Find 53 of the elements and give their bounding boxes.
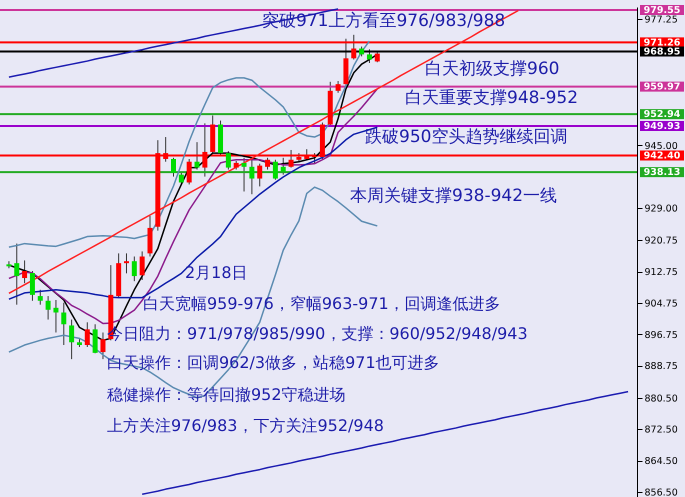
y-tick-label: 864.50 bbox=[644, 456, 678, 468]
candlestick bbox=[186, 158, 192, 185]
candlestick bbox=[336, 80, 341, 94]
ref-line-label: 968.95 bbox=[644, 46, 680, 58]
y-tick-label: 896.75 bbox=[644, 330, 678, 341]
y-tick-label: 945.00 bbox=[644, 140, 678, 152]
candlestick bbox=[366, 48, 372, 64]
candlestick bbox=[226, 150, 231, 170]
candlestick bbox=[242, 157, 247, 192]
ref-line-label: 971.26 bbox=[644, 37, 681, 48]
candlestick bbox=[46, 296, 51, 320]
y-tick-label: 920.75 bbox=[644, 236, 678, 247]
y-tick-label: 888.75 bbox=[644, 361, 678, 372]
annotation: 本周关键支撑938-942一线 bbox=[350, 186, 558, 206]
candlestick bbox=[374, 52, 380, 63]
candlestick bbox=[280, 157, 286, 176]
y-tick-label: 904.75 bbox=[644, 298, 678, 310]
y-tick-label: 977.25 bbox=[644, 14, 678, 26]
annotation: 上方关注976/983，下方关注952/948 bbox=[107, 416, 384, 435]
candlestick bbox=[257, 163, 262, 187]
candlestick bbox=[171, 157, 176, 178]
candlestick bbox=[30, 270, 35, 302]
candlestick bbox=[194, 142, 200, 170]
candlestick bbox=[53, 299, 58, 333]
candlestick bbox=[100, 332, 106, 360]
candlestick bbox=[69, 319, 74, 360]
ref-line-label: 949.93 bbox=[644, 120, 680, 132]
candlestick bbox=[359, 46, 364, 57]
candlestick bbox=[178, 171, 184, 185]
ref-line-label: 952.94 bbox=[644, 109, 681, 120]
candlestick bbox=[61, 302, 66, 346]
candlestick bbox=[132, 256, 137, 282]
candlestick bbox=[22, 260, 28, 284]
ref-line-label: 979.55 bbox=[644, 4, 680, 16]
ref-line-label: 938.13 bbox=[644, 167, 680, 178]
ref-line-label: 942.40 bbox=[644, 150, 681, 162]
annotation: 白天重要支撑948-952 bbox=[405, 88, 578, 108]
candlestick bbox=[272, 159, 278, 180]
candlestick bbox=[92, 324, 98, 354]
candlestick bbox=[124, 252, 129, 274]
y-tick-label: 872.50 bbox=[644, 424, 678, 436]
y-tick-label: 856.50 bbox=[644, 487, 678, 497]
candlestick bbox=[140, 250, 145, 281]
y-tick-label: 880.50 bbox=[644, 393, 678, 404]
annotation: 2月18日 bbox=[185, 263, 248, 282]
candlestick bbox=[84, 322, 90, 348]
candlestick bbox=[14, 243, 20, 306]
ref-line-label: 959.97 bbox=[644, 82, 680, 93]
annotation: 跌破950空头趋势继续回调 bbox=[365, 127, 568, 147]
candlestick bbox=[38, 289, 43, 306]
annotation: 白天初级支撑960 bbox=[425, 59, 560, 79]
y-tick-label: 912.75 bbox=[644, 267, 678, 278]
y-tick-label: 929.00 bbox=[644, 203, 678, 214]
